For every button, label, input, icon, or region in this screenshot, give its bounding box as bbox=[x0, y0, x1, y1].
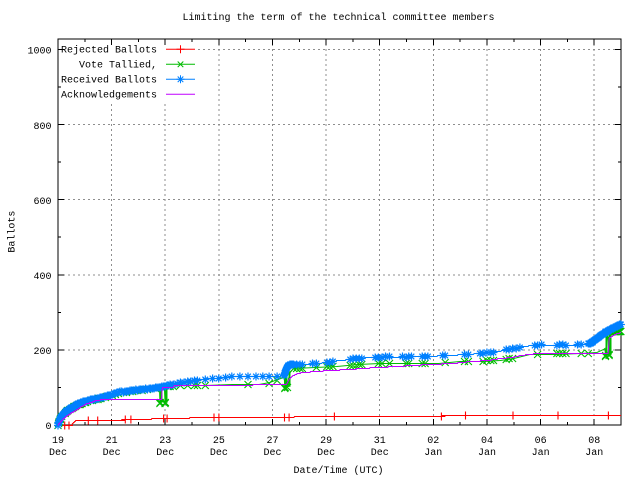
svg-text:Dec: Dec bbox=[103, 448, 121, 459]
svg-text:200: 200 bbox=[33, 347, 51, 358]
svg-text:31: 31 bbox=[374, 436, 386, 447]
svg-text:23: 23 bbox=[159, 436, 171, 447]
svg-text:Jan: Jan bbox=[478, 448, 496, 459]
svg-text:08: 08 bbox=[588, 436, 600, 447]
svg-text:Dec: Dec bbox=[317, 448, 335, 459]
svg-text:Dec: Dec bbox=[210, 448, 228, 459]
svg-text:1000: 1000 bbox=[27, 47, 51, 58]
svg-text:400: 400 bbox=[33, 272, 51, 283]
svg-text:Rejected Ballots: Rejected Ballots bbox=[61, 45, 157, 57]
svg-text:Dec: Dec bbox=[49, 448, 67, 459]
svg-text:Received Ballots: Received Ballots bbox=[61, 75, 157, 87]
svg-text:Dec: Dec bbox=[156, 448, 174, 459]
svg-text:800: 800 bbox=[33, 122, 51, 133]
svg-text:Vote Tallied,: Vote Tallied, bbox=[79, 60, 157, 72]
svg-text:19: 19 bbox=[52, 436, 64, 447]
svg-text:06: 06 bbox=[535, 436, 547, 447]
svg-text:0: 0 bbox=[45, 422, 51, 433]
svg-text:Jan: Jan bbox=[585, 448, 603, 459]
svg-text:Date/Time (UTC): Date/Time (UTC) bbox=[293, 465, 383, 477]
svg-text:21: 21 bbox=[106, 436, 118, 447]
svg-text:04: 04 bbox=[481, 436, 493, 447]
svg-text:Acknowledgements: Acknowledgements bbox=[61, 90, 157, 102]
svg-text:Dec: Dec bbox=[371, 448, 389, 459]
svg-text:Limiting the term of the techn: Limiting the term of the technical commi… bbox=[182, 12, 494, 24]
svg-text:600: 600 bbox=[33, 197, 51, 208]
svg-text:25: 25 bbox=[213, 436, 225, 447]
svg-text:Dec: Dec bbox=[263, 448, 281, 459]
svg-text:02: 02 bbox=[427, 436, 439, 447]
svg-text:Jan: Jan bbox=[424, 448, 442, 459]
svg-text:Ballots: Ballots bbox=[7, 211, 19, 253]
svg-text:29: 29 bbox=[320, 436, 332, 447]
svg-text:27: 27 bbox=[266, 436, 278, 447]
svg-text:Jan: Jan bbox=[532, 448, 550, 459]
